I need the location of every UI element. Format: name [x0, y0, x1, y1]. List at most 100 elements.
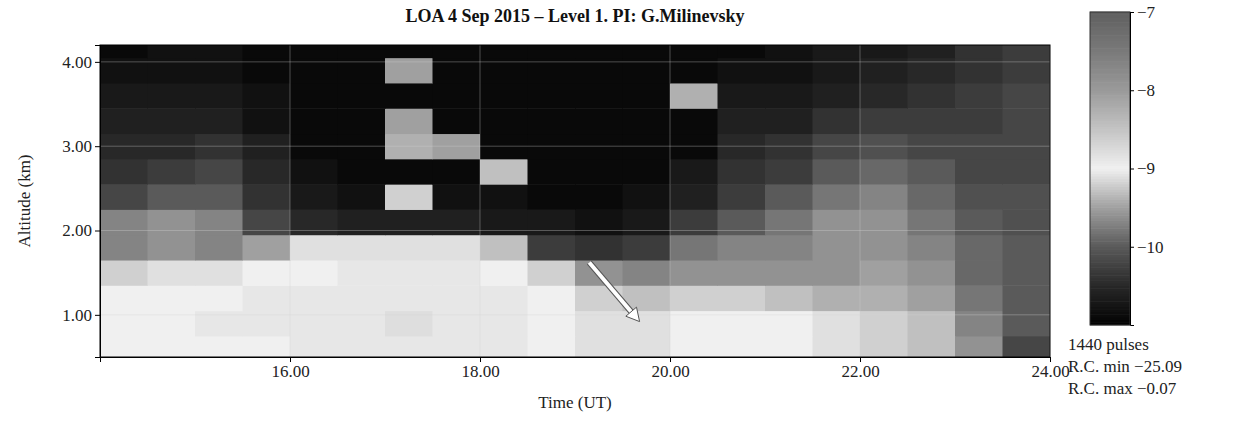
heatmap-cell	[670, 184, 718, 210]
heatmap-cell	[480, 285, 528, 311]
x-tick-label: 16.00	[271, 362, 309, 381]
heatmap-cell	[955, 285, 1003, 311]
y-tick-mark	[95, 146, 100, 147]
heatmap-cell	[718, 108, 766, 134]
annotation: R.C. max −0.07	[1068, 379, 1177, 398]
heatmap-cell	[955, 209, 1003, 235]
heatmap-cell	[575, 83, 623, 109]
heatmap-cell	[480, 336, 528, 357]
grid	[100, 45, 1050, 357]
heatmap-cell	[290, 184, 338, 210]
arrow-outline	[589, 263, 631, 312]
heatmap-cell	[195, 260, 243, 286]
heatmap-cell	[290, 235, 338, 261]
colorbar-axis-line	[1131, 13, 1135, 326]
heatmap-cell	[718, 285, 766, 311]
heatmap-cell	[1003, 159, 1051, 185]
grid-line	[100, 230, 1050, 231]
x-tick: 22.00	[841, 357, 879, 381]
heatmap-cell	[195, 159, 243, 185]
colorbar-frame	[1090, 12, 1130, 325]
heatmap-cell	[433, 336, 481, 357]
colorbar-tick: −7	[1130, 3, 1156, 22]
heatmap-cell	[243, 285, 291, 311]
heatmap-cell	[433, 83, 481, 109]
colorbar-tick-mark	[1130, 169, 1134, 170]
heatmap-cell	[813, 260, 861, 286]
grid-line	[290, 45, 291, 357]
heatmap-cell	[148, 45, 196, 58]
heatmap-cell	[765, 336, 813, 357]
heatmap-cell	[338, 235, 386, 261]
colorbar-tick-mark	[1130, 12, 1134, 13]
heatmap-cell	[148, 108, 196, 134]
heatmap-cell	[385, 209, 433, 235]
heatmap-cell	[100, 159, 148, 185]
heatmap-cell	[290, 83, 338, 109]
colorbar	[1090, 12, 1130, 326]
heatmap-cell	[908, 45, 956, 58]
heatmap-cell	[813, 336, 861, 357]
heatmap-cell	[575, 108, 623, 134]
heatmap-cell	[1003, 209, 1051, 235]
heatmap-cell	[385, 260, 433, 286]
heatmap-cell	[908, 336, 956, 357]
heatmap-cell	[1003, 184, 1051, 210]
heatmap-cell	[718, 235, 766, 261]
heatmap-cell	[860, 83, 908, 109]
heatmap-cell	[908, 209, 956, 235]
heatmap-cell	[860, 285, 908, 311]
heatmap-cell	[908, 260, 956, 286]
heatmap-cell	[338, 209, 386, 235]
heatmap-cell	[718, 184, 766, 210]
heatmap-cell	[243, 260, 291, 286]
heatmap-cell	[623, 209, 671, 235]
heatmap-cell	[243, 159, 291, 185]
heatmap-cell	[623, 235, 671, 261]
heatmap-cell	[480, 108, 528, 134]
heatmap-cell	[480, 209, 528, 235]
heatmap-cell	[338, 45, 386, 58]
heatmap-cell	[528, 336, 576, 357]
heatmap-cell	[195, 184, 243, 210]
heatmap-cell	[670, 83, 718, 109]
heatmap-cell	[908, 184, 956, 210]
y-tick: 4.00	[62, 53, 100, 72]
heatmap-cell	[575, 184, 623, 210]
heatmap-cell	[718, 209, 766, 235]
heatmap-cell	[243, 336, 291, 357]
heatmap-cell	[338, 159, 386, 185]
heatmap-cell	[1003, 235, 1051, 261]
grid-line	[860, 45, 861, 357]
heatmap-cell	[575, 45, 623, 58]
heatmap-cell	[670, 260, 718, 286]
y-tick-mark	[95, 62, 100, 63]
heatmap-cell	[860, 108, 908, 134]
heatmap-cell	[148, 285, 196, 311]
heatmap-cell	[813, 45, 861, 58]
x-tick: 16.00	[271, 357, 309, 381]
heatmap-cell	[860, 235, 908, 261]
heatmap-cell	[528, 83, 576, 109]
heatmap-cell	[670, 336, 718, 357]
y-tick: 3.00	[62, 137, 100, 156]
heatmap-cell	[433, 235, 481, 261]
heatmap-cell	[670, 235, 718, 261]
heatmap-cell	[908, 159, 956, 185]
heatmap-cell	[623, 260, 671, 286]
heatmap-cell	[813, 108, 861, 134]
colorbar-tick-label: −7	[1137, 3, 1156, 22]
heatmap-cell	[338, 336, 386, 357]
y-axis-title: Altitude (km)	[15, 154, 34, 247]
colorbar-tick-mark	[1130, 247, 1134, 248]
heatmap-cell	[290, 285, 338, 311]
x-axis-title: Time (UT)	[538, 393, 612, 412]
heatmap-cell	[670, 209, 718, 235]
heatmap-cell	[148, 260, 196, 286]
colorbar-tick-label: −10	[1137, 238, 1164, 257]
heatmap-cell	[148, 336, 196, 357]
chart: 16.0018.0020.0022.0024.001.002.003.004.0…	[0, 0, 1236, 422]
heatmap-cell	[433, 184, 481, 210]
grid-line	[480, 45, 481, 357]
heatmap-cell	[195, 108, 243, 134]
